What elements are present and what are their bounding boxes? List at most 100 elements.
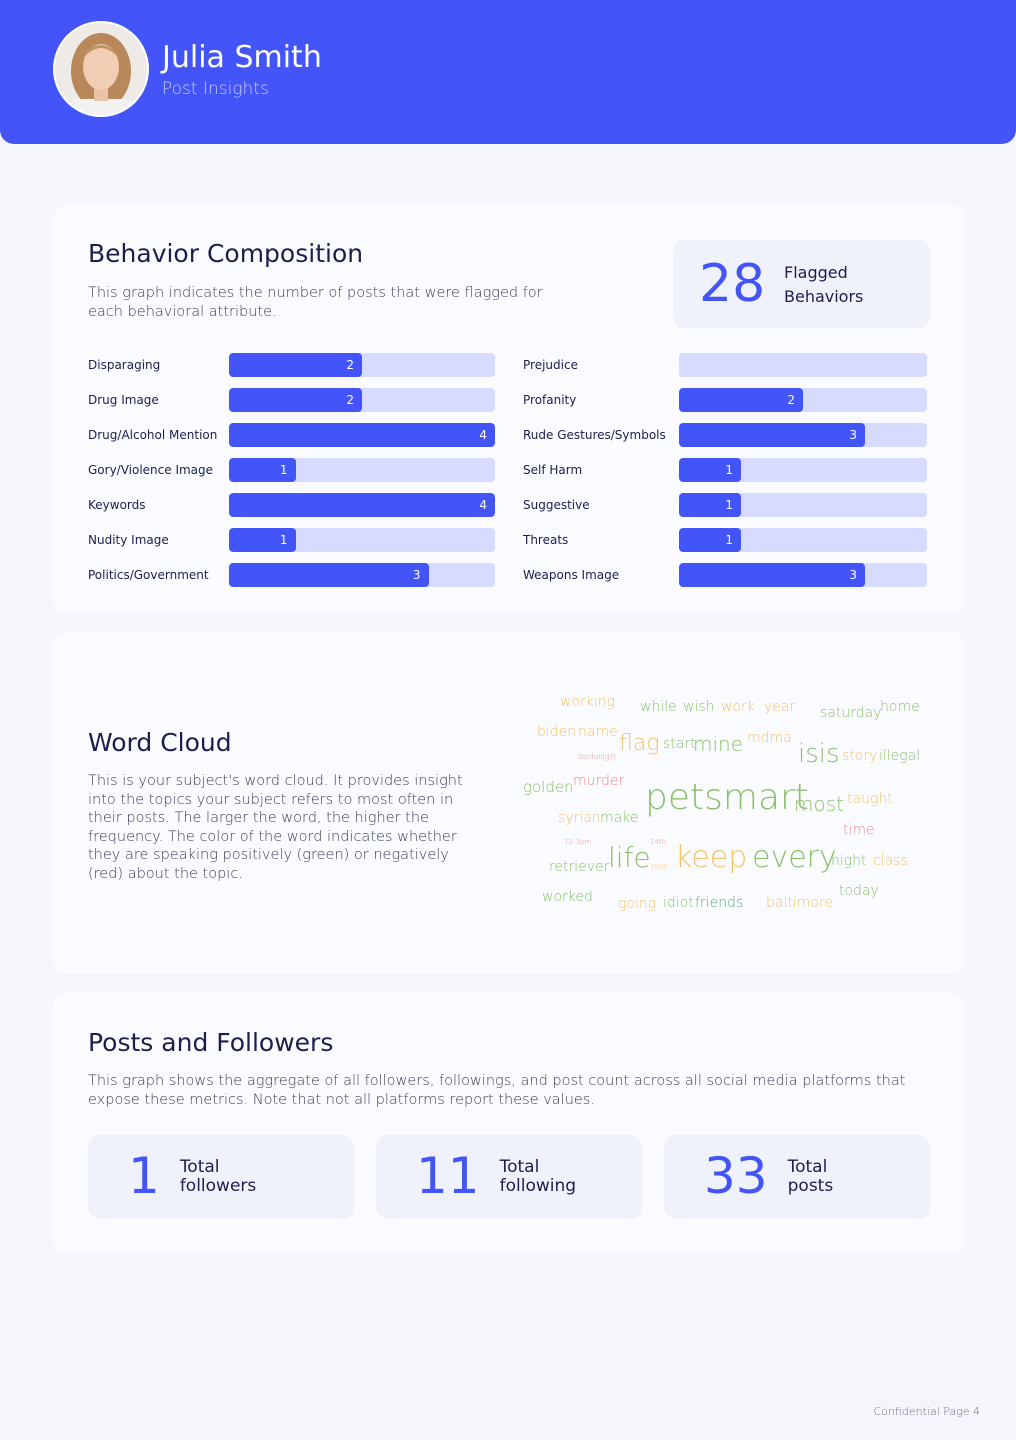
word: retriever — [549, 859, 610, 875]
word: biden — [537, 724, 577, 740]
word: most — [794, 792, 844, 816]
flagged-count: 28 — [699, 254, 766, 314]
bar — [679, 493, 741, 517]
word: friends — [695, 895, 744, 911]
bar-label: Drug Image — [88, 393, 159, 407]
behavior-card: Behavior Composition This graph indicate… — [53, 205, 965, 613]
bar-track: 3 — [679, 423, 927, 447]
stat-box: 11 Total following — [376, 1135, 642, 1219]
section-title: Word Cloud — [88, 728, 232, 757]
word: 14th — [650, 838, 667, 846]
bar — [229, 423, 495, 447]
bar — [679, 458, 741, 482]
bar-label: Suggestive — [523, 498, 590, 512]
stat-box: 1 Total followers — [88, 1135, 354, 1219]
bar-label: Profanity — [523, 393, 577, 407]
bar-label: Threats — [523, 533, 569, 547]
bar-value: 3 — [412, 568, 421, 582]
avatar — [53, 21, 149, 117]
bar-value: 2 — [346, 393, 354, 407]
word: year — [764, 699, 796, 715]
stat-label: Total following — [499, 1157, 577, 1196]
word: worked — [542, 889, 593, 905]
bar-track: 3 — [679, 563, 927, 587]
word: life — [608, 841, 651, 874]
bar — [229, 388, 362, 412]
bar-track: 1 — [679, 493, 927, 517]
flagged-box: 28 Flagged Behaviors — [673, 240, 930, 328]
stat-label: Total posts — [787, 1157, 834, 1196]
bar-value: 2 — [346, 358, 354, 372]
bar — [229, 353, 362, 377]
word: time — [843, 822, 875, 838]
header: Julia Smith Post Insights — [0, 0, 1016, 144]
bar — [679, 423, 865, 447]
word: night — [831, 853, 867, 869]
bar-value: 4 — [479, 498, 487, 512]
word: mdma — [747, 730, 792, 746]
bar-label: Weapons Image — [523, 568, 620, 582]
bar — [679, 528, 741, 552]
bar-label: Rude Gestures/Symbols — [523, 428, 666, 442]
word: baltimore — [766, 895, 833, 911]
stat-value: 33 — [704, 1147, 768, 1205]
stat-box: 33 Total posts — [664, 1135, 930, 1219]
bar-value: 4 — [479, 428, 487, 442]
bar-value: 1 — [279, 533, 288, 547]
word: idiot — [663, 895, 694, 911]
bar-label: Gory/Violence Image — [88, 463, 214, 477]
bar-label: Self Harm — [523, 463, 583, 477]
bar — [679, 563, 865, 587]
word: every — [752, 840, 837, 875]
bar-label: Disparaging — [88, 358, 161, 372]
section-description: This graph shows the aggregate of all fo… — [88, 1073, 906, 1108]
word: name — [578, 724, 618, 740]
wordcloud-card: Word Cloud This is your subject's word c… — [53, 632, 965, 974]
bar-label: Nudity Image — [88, 533, 169, 547]
bar-label: Drug/Alcohol Mention — [88, 428, 218, 442]
section-description: This graph indicates the number of posts… — [88, 285, 543, 320]
word: murder — [573, 773, 625, 789]
bar-track: 1 — [229, 528, 495, 552]
bar-value: 1 — [725, 533, 733, 547]
word: syrian — [558, 810, 601, 826]
bar-track: 2 — [229, 353, 495, 377]
section-description: This is your subject's word cloud. It pr… — [88, 773, 463, 882]
word: flag — [619, 731, 660, 756]
bar — [679, 388, 803, 412]
bar — [229, 528, 296, 552]
bar-track: 2 — [679, 388, 927, 412]
word: today — [839, 883, 879, 899]
word: work — [721, 699, 755, 715]
bar-value: 1 — [725, 498, 733, 512]
word: saturday — [820, 705, 882, 721]
word: isis — [798, 739, 840, 769]
bar — [229, 458, 296, 482]
bar-track — [679, 353, 927, 377]
bar-track: 1 — [229, 458, 495, 482]
bar-label: Prejudice — [523, 358, 578, 372]
section-title: Behavior Composition — [88, 239, 364, 268]
bar-track: 4 — [229, 423, 495, 447]
bar-track: 1 — [679, 458, 927, 482]
word: start — [663, 736, 696, 752]
word: going — [618, 896, 657, 912]
stat-label: Total followers — [179, 1157, 257, 1196]
bar-value: 1 — [279, 463, 288, 477]
word: petsmart — [645, 777, 809, 818]
word: illegal — [879, 748, 921, 764]
word: taught — [847, 791, 893, 807]
subtitle: Post Insights — [162, 79, 269, 99]
section-title: Posts and Followers — [88, 1028, 334, 1057]
word: keep — [675, 840, 748, 875]
word: 0qnfqn|g7| — [578, 753, 617, 761]
word: home — [880, 699, 920, 715]
bar-track: 2 — [229, 388, 495, 412]
word: class — [873, 853, 908, 869]
bar — [229, 493, 495, 517]
bar-value: 2 — [787, 393, 795, 407]
bar-value: 3 — [849, 568, 857, 582]
bar-track: 3 — [229, 563, 495, 587]
stat-value: 11 — [416, 1147, 480, 1205]
